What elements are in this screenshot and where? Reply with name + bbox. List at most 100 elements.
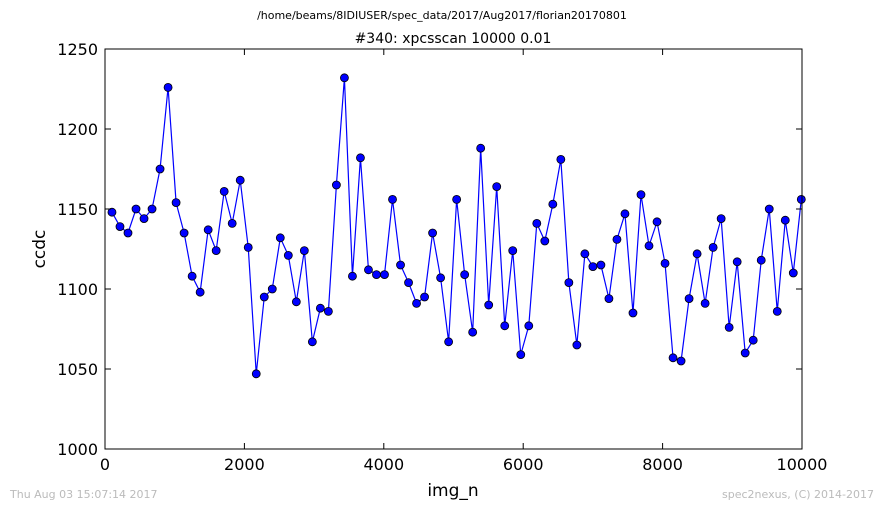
data-point [115,222,125,232]
data-point [203,225,213,235]
data-point [388,194,397,204]
y-tick-label: 1100 [57,280,98,299]
series-line [111,77,802,374]
data-point [147,204,157,214]
data-point [796,194,806,204]
data-point [259,292,269,302]
data-point [740,348,750,358]
data-point [684,294,694,304]
x-tick-label: 6000 [503,455,544,474]
y-tick-label: 1250 [57,40,98,59]
data-point [644,241,654,251]
data-point [788,268,798,278]
y-axis: 1000 1050 1100 1150 1200 1250 [57,40,802,459]
data-point [588,262,598,272]
data-point [251,369,261,379]
data-point [532,218,542,228]
data-point [444,337,454,347]
data-point [612,234,622,244]
data-point [572,340,582,350]
data-point [652,217,662,227]
data-point [356,153,365,163]
data-point [155,164,165,174]
y-tick-label: 1050 [57,360,98,379]
data-point [428,228,437,238]
x-tick-label: 10000 [777,455,828,474]
data-point [275,233,285,243]
data-point [267,284,277,294]
data-point [412,298,421,308]
data-point [331,180,341,190]
x-tick-label: 2000 [224,455,265,474]
data-point [323,306,333,316]
x-axis: 0 2000 4000 6000 8000 10000 [100,49,828,474]
plot-area [107,73,806,379]
data-point [364,265,373,275]
data-point [396,260,405,270]
data-point [700,298,710,308]
data-point [315,303,325,313]
x-tick-label: 0 [100,455,110,474]
data-point [484,300,494,310]
chart-title: #340: xpcsscan 10000 0.01 [355,31,552,47]
data-point [340,73,349,83]
data-point [692,249,702,259]
data-point [283,250,293,260]
data-point [468,327,478,337]
data-point [492,182,502,192]
footer-credit: spec2nexus, (C) 2014-2017 [722,488,874,501]
data-point [179,228,189,238]
y-tick-label: 1150 [57,200,98,219]
data-point [372,270,381,280]
data-point [772,306,782,316]
data-point [219,186,229,196]
x-tick-label: 8000 [642,455,683,474]
data-point [476,143,486,153]
data-point [748,335,758,345]
data-point [756,255,766,265]
chart-suptitle: /home/beams/8IDIUSER/spec_data/2017/Aug2… [257,9,627,22]
data-point [660,258,670,268]
axes-frame [104,48,803,450]
data-point [404,278,413,288]
data-point [508,246,518,256]
data-point [452,194,462,204]
data-point [460,270,470,280]
data-point [620,209,630,219]
data-point [123,228,133,238]
data-point [732,257,742,267]
data-point [724,322,734,332]
data-point [171,198,181,208]
data-point [628,308,638,318]
data-point [780,215,790,225]
x-tick-label: 4000 [363,455,404,474]
data-point [227,218,237,228]
data-point [307,337,317,347]
data-point [299,246,309,256]
data-point [524,321,534,331]
data-point [187,271,197,281]
data-point [436,273,446,283]
data-point [564,278,574,288]
data-point [348,271,357,281]
data-point [195,287,205,297]
data-point [420,292,429,302]
data-point [596,260,606,270]
data-point [604,294,614,304]
data-point [211,246,221,256]
data-point [580,249,590,259]
data-point [131,204,141,214]
data-point [380,270,389,280]
data-point [708,242,718,252]
data-point [556,154,566,164]
data-point [764,204,774,214]
data-point [540,236,550,246]
data-point [636,190,646,200]
data-point [243,242,253,252]
y-tick-label: 1200 [57,120,98,139]
data-point [235,175,245,185]
x-axis-label: img_n [427,481,478,501]
data-point [139,214,149,224]
data-point [107,207,117,217]
